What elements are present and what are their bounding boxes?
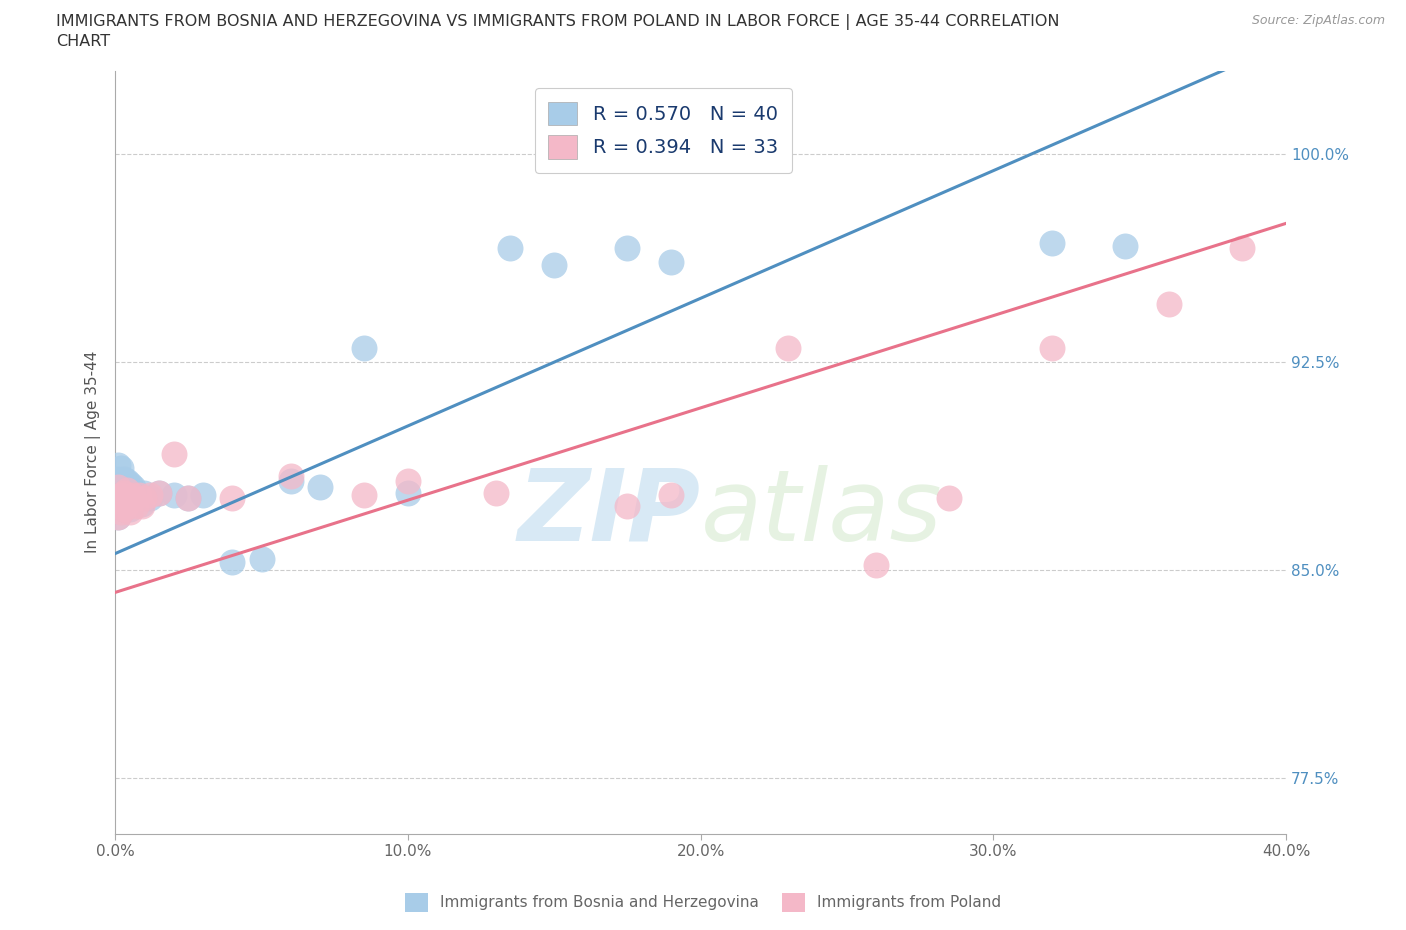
Point [659, 488, 682, 503]
Point [112, 472, 135, 486]
Point [110, 504, 132, 519]
Point [1157, 297, 1180, 312]
Point [107, 494, 129, 509]
Text: ZIP: ZIP [517, 465, 700, 562]
Legend: Immigrants from Bosnia and Herzegovina, Immigrants from Poland: Immigrants from Bosnia and Herzegovina, … [399, 887, 1007, 918]
Point [107, 472, 129, 486]
Point [139, 488, 162, 503]
Point [107, 494, 129, 509]
Point [115, 497, 138, 512]
Point [616, 241, 638, 256]
Point [177, 491, 200, 506]
Point [163, 446, 186, 461]
Point [1114, 238, 1136, 253]
Text: Source: ZipAtlas.com: Source: ZipAtlas.com [1251, 14, 1385, 27]
Point [112, 485, 135, 500]
Point [938, 491, 960, 506]
Text: CHART: CHART [56, 34, 110, 49]
Point [118, 491, 141, 506]
Point [543, 258, 565, 272]
Point [499, 241, 522, 256]
Point [118, 504, 141, 519]
Point [110, 460, 132, 475]
Point [112, 488, 135, 503]
Point [110, 499, 132, 514]
Point [221, 554, 243, 569]
Point [110, 488, 132, 503]
Point [250, 551, 273, 566]
Point [616, 499, 638, 514]
Point [121, 488, 143, 503]
Point [121, 480, 143, 495]
Point [865, 557, 887, 572]
Point [107, 510, 129, 525]
Point [115, 474, 138, 489]
Point [107, 510, 129, 525]
Point [280, 469, 302, 484]
Point [1230, 241, 1253, 256]
Point [139, 491, 162, 506]
Point [112, 501, 135, 516]
Point [124, 491, 146, 506]
Y-axis label: In Labor Force | Age 35-44: In Labor Force | Age 35-44 [86, 352, 101, 553]
Point [107, 458, 129, 472]
Point [177, 491, 200, 506]
Point [118, 501, 141, 516]
Point [128, 488, 150, 503]
Point [124, 499, 146, 514]
Point [148, 485, 170, 500]
Point [1040, 235, 1063, 250]
Point [115, 483, 138, 498]
Point [353, 488, 375, 503]
Point [131, 497, 153, 512]
Point [163, 488, 186, 503]
Point [1040, 340, 1063, 355]
Point [659, 255, 682, 270]
Point [128, 491, 150, 506]
Point [118, 477, 141, 492]
Point [280, 474, 302, 489]
Point [353, 340, 375, 355]
Point [309, 480, 332, 495]
Point [107, 480, 129, 495]
Point [118, 491, 141, 506]
Point [131, 499, 153, 514]
Point [485, 485, 508, 500]
Legend: R = 0.570   N = 40, R = 0.394   N = 33: R = 0.570 N = 40, R = 0.394 N = 33 [534, 88, 792, 173]
Point [191, 488, 214, 503]
Text: atlas: atlas [700, 465, 942, 562]
Point [134, 491, 156, 506]
Point [112, 501, 135, 516]
Point [396, 485, 419, 500]
Point [221, 491, 243, 506]
Point [121, 494, 143, 509]
Point [115, 494, 138, 509]
Point [148, 485, 170, 500]
Text: IMMIGRANTS FROM BOSNIA AND HERZEGOVINA VS IMMIGRANTS FROM POLAND IN LABOR FORCE : IMMIGRANTS FROM BOSNIA AND HERZEGOVINA V… [56, 14, 1060, 30]
Point [778, 340, 800, 355]
Point [107, 485, 129, 500]
Point [110, 474, 132, 489]
Point [134, 485, 156, 500]
Point [396, 474, 419, 489]
Point [110, 485, 132, 500]
